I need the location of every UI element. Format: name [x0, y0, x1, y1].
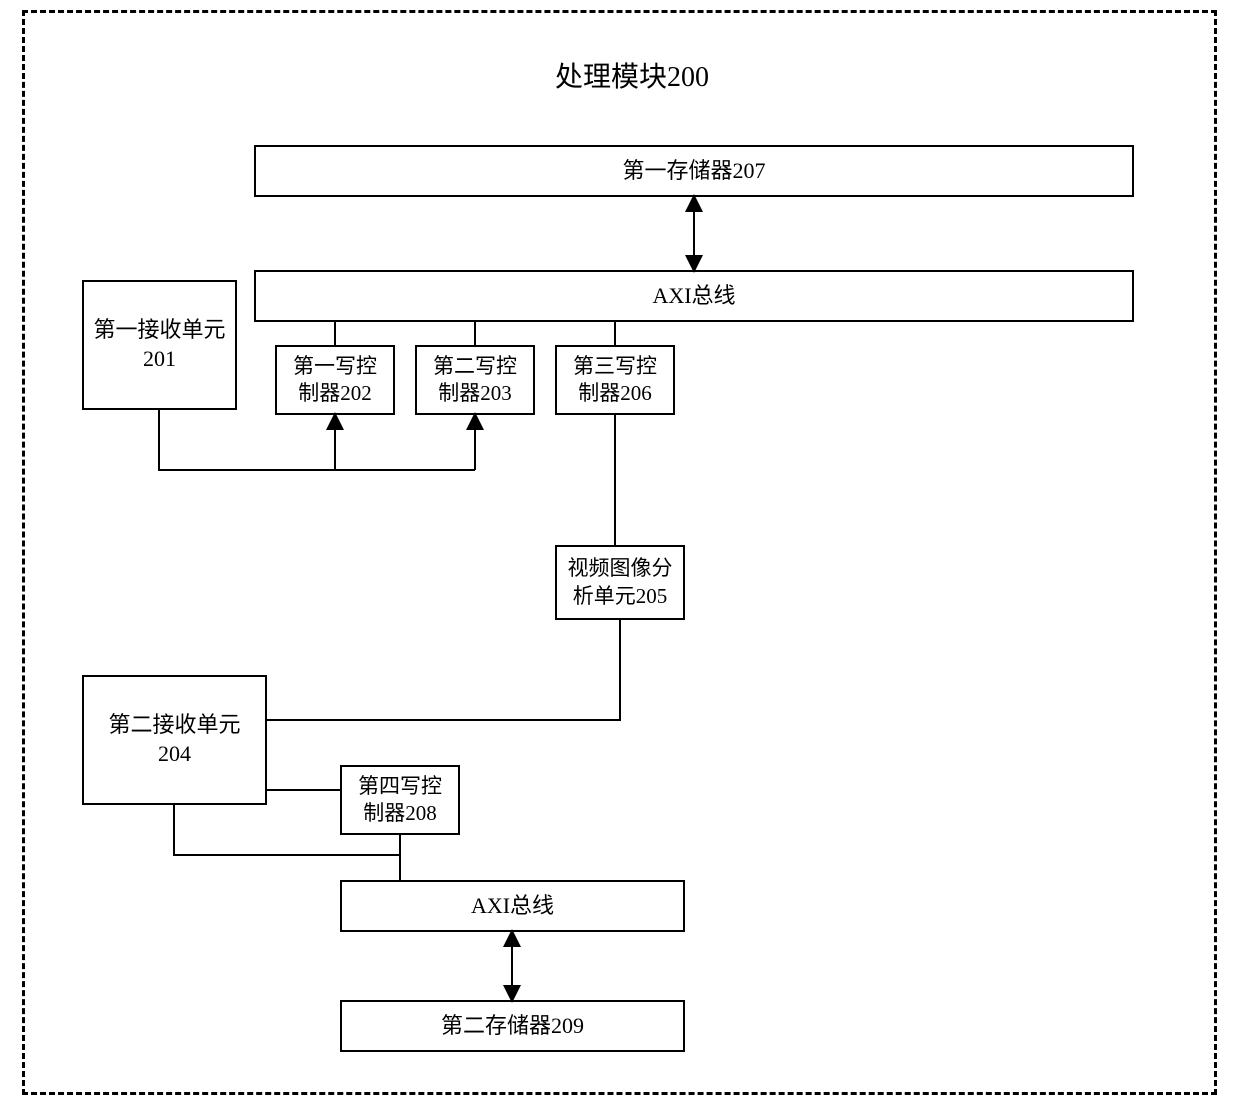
node-rx2: 第二接收单元204: [82, 675, 267, 805]
diagram-canvas: 处理模块200 第一存储器207 AXI总线 第一接收单元201 第一写控制器2…: [0, 0, 1239, 1108]
node-vid: 视频图像分析单元205: [555, 545, 685, 620]
node-wc2: 第二写控制器203: [415, 345, 535, 415]
node-mem1: 第一存储器207: [254, 145, 1134, 197]
node-wc4: 第四写控制器208: [340, 765, 460, 835]
node-rx1: 第一接收单元201: [82, 280, 237, 410]
node-axi1: AXI总线: [254, 270, 1134, 322]
diagram-title: 处理模块200: [555, 55, 709, 95]
node-axi2: AXI总线: [340, 880, 685, 932]
node-wc1: 第一写控制器202: [275, 345, 395, 415]
node-wc3: 第三写控制器206: [555, 345, 675, 415]
node-mem2: 第二存储器209: [340, 1000, 685, 1052]
